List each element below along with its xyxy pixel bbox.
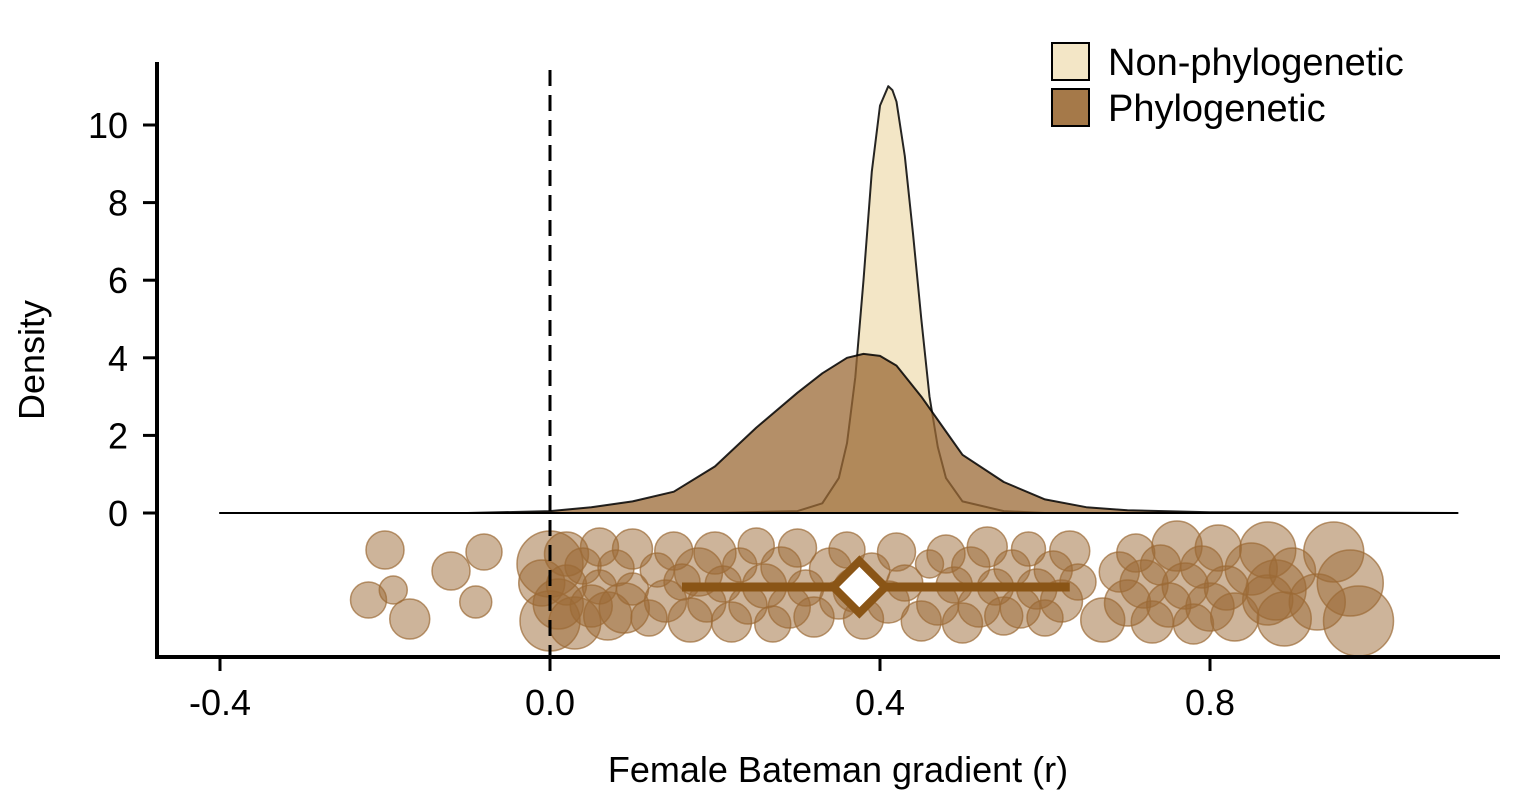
- density-phylogenetic: [219, 352, 1459, 514]
- y-tick-label: 6: [108, 260, 128, 301]
- estimate-ci: [682, 555, 1070, 619]
- x-tick-label: 0.4: [855, 682, 905, 723]
- legend-label: Phylogenetic: [1108, 88, 1326, 130]
- data-point: [378, 575, 408, 605]
- data-point: [1322, 585, 1395, 657]
- data-point: [1010, 531, 1047, 567]
- y-tick-label: 8: [108, 183, 128, 224]
- legend-swatch: [1051, 42, 1090, 81]
- y-tick-label: 2: [108, 415, 128, 456]
- x-tick-label: -0.4: [189, 682, 251, 723]
- y-tick-label: 4: [108, 338, 128, 379]
- x-tick-label: 0.0: [525, 682, 575, 723]
- axes: -0.4 0.0 0.4 0.8 0 2 4 6 8 10: [88, 62, 1500, 723]
- data-point: [389, 598, 431, 640]
- legend-swatch: [1051, 88, 1090, 127]
- data-point: [1059, 563, 1097, 601]
- y-tick-label: 10: [88, 105, 128, 146]
- data-point: [777, 528, 818, 568]
- y-axis-title: Density: [11, 300, 52, 420]
- data-point: [431, 551, 471, 591]
- data-point: [459, 585, 493, 619]
- x-axis-title: Female Bateman gradient (r): [608, 749, 1068, 790]
- legend-label: Non-phylogenetic: [1108, 42, 1404, 84]
- x-tick-label: 0.8: [1185, 682, 1235, 723]
- density-curves: [219, 85, 1459, 514]
- data-point: [611, 528, 654, 570]
- mean-estimate-diamond: [827, 555, 892, 619]
- y-tick-label: 0: [108, 493, 128, 534]
- data-point: [365, 530, 405, 570]
- data-point: [465, 533, 503, 571]
